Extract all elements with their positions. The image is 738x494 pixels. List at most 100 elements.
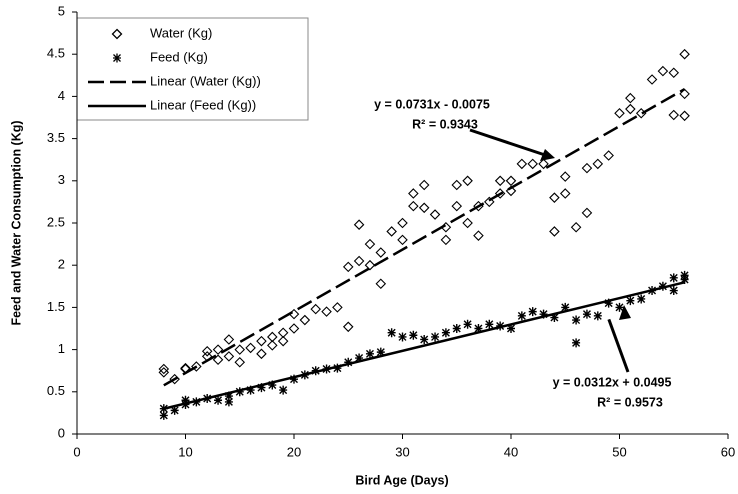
legend-marker [111,28,123,40]
trendline [163,281,685,410]
point [507,324,515,333]
y-tick-label: 4 [58,88,65,103]
point [364,238,376,250]
point [344,357,353,367]
point [277,327,289,338]
point [528,307,537,317]
arrow-head [540,149,555,161]
point [679,88,690,100]
point [364,259,376,271]
x-tick-label: 20 [287,444,301,459]
point [561,302,570,312]
point [353,255,365,267]
x-axis-label: Bird Age (Days) [355,473,448,487]
point [538,158,549,170]
y-tick-label: 4.5 [47,46,65,61]
point [646,74,658,85]
point [245,342,256,354]
point [333,363,342,373]
point [505,175,517,187]
y-tick-label: 2 [58,257,65,272]
point [321,306,332,317]
point [625,92,636,104]
point [463,319,472,329]
point [581,162,593,174]
point [451,200,463,212]
point [267,331,278,343]
point [418,179,430,191]
point [299,314,311,326]
annotation: R² = 0.9573 [597,395,663,409]
point [277,335,289,347]
point [572,315,581,325]
point [668,67,680,79]
point [375,278,387,290]
point [290,374,298,384]
point [223,351,235,362]
point [279,385,288,395]
point [420,334,429,344]
point [375,247,387,258]
point [474,324,483,333]
annotation: R² = 0.9343 [412,117,478,131]
point [191,361,202,372]
point [256,348,267,360]
point [559,188,571,199]
point [235,387,244,397]
annotation: y = 0.0312x + 0.0495 [553,375,672,389]
point [668,109,680,121]
point [170,405,179,415]
point [158,367,170,378]
point [310,303,321,315]
point [418,202,430,214]
point [234,344,246,355]
y-tick-label: 1 [58,341,65,356]
arrow [607,318,630,373]
point [256,335,267,347]
x-tick-label: 30 [395,444,409,459]
point [462,217,473,229]
legend-label: Linear (Feed (Kg)) [150,97,256,112]
x-tick-label: 40 [504,444,518,459]
point [679,48,690,60]
legend-label: Feed (Kg) [150,49,208,64]
point [431,332,440,342]
y-tick-label: 2.5 [47,214,65,229]
x-tick-label: 0 [73,444,80,459]
arrow-head [619,305,631,320]
point [570,221,582,233]
y-tick-label: 0 [58,425,65,440]
point [462,175,473,187]
point [342,261,354,273]
point [223,334,235,345]
point [494,175,506,187]
point [408,200,419,212]
x-tick-label: 60 [721,444,735,459]
point [614,108,625,119]
point [397,234,408,246]
y-tick-label: 1.5 [47,299,65,314]
x-tick-label: 10 [178,444,192,459]
point [212,354,224,366]
point [549,192,560,203]
point [658,281,667,291]
point [267,340,278,351]
point [332,302,343,313]
point [288,323,300,334]
y-tick-label: 3.5 [47,130,65,145]
point [604,298,613,308]
point [224,397,233,407]
point [550,313,559,323]
y-tick-label: 0.5 [47,383,65,398]
point [268,380,277,390]
point [484,196,495,208]
legend-marker [113,53,121,63]
legend-box [76,17,309,121]
point [657,65,669,77]
point [582,309,591,319]
point [451,179,463,191]
point [429,209,441,220]
point [452,324,461,333]
point [485,319,494,329]
